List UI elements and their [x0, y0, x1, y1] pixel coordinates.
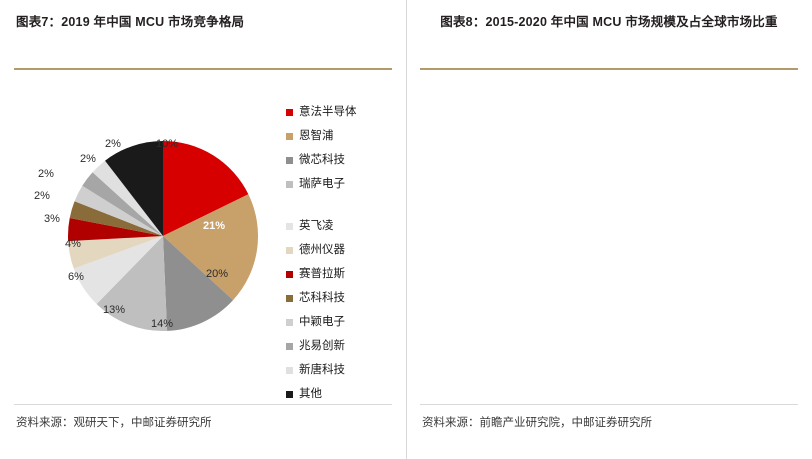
- legend-swatch-icon: [286, 181, 293, 188]
- legend-label-ti: 德州仪器: [299, 244, 345, 256]
- left-title-bar: 图表7：2019 年中国 MCU 市场竞争格局: [0, 0, 406, 68]
- legend-label-st: 意法半导体: [299, 106, 357, 118]
- legend-item-siliconlabs: 芯科科技: [286, 290, 402, 312]
- legend-label-microchip: 微芯科技: [299, 154, 345, 166]
- legend-item-zhongying: 中颖电子: [286, 314, 402, 336]
- pie-slice-st: [163, 141, 249, 236]
- pie-slice-others: [105, 141, 163, 236]
- pie-svg: [67, 141, 259, 331]
- pie-slice-infineon: [73, 236, 163, 304]
- pie-value-infineon: 6%: [68, 271, 84, 283]
- legend-label-cypress: 赛普拉斯: [299, 268, 345, 280]
- left-source-text: 资料来源：观研天下，中邮证券研究所: [16, 417, 212, 429]
- legend-item-infineon: 英飞凌: [286, 218, 402, 240]
- pie-slice-microchip: [163, 236, 234, 331]
- pie-value-others: 10%: [156, 138, 179, 150]
- pie-value-siliconlabs: 2%: [34, 190, 50, 202]
- pie-legend: 意法半导体 恩智浦 微芯科技 瑞萨电子 英飞凌 德州仪器: [286, 104, 402, 410]
- pie-slice-gigadevice: [82, 172, 163, 236]
- pie-chart: 21% 20% 14% 13% 6% 4% 3% 2% 2% 2% 2% 10%: [8, 86, 288, 376]
- pie-value-renesas: 13%: [103, 304, 126, 316]
- pie-slice-ti: [68, 236, 163, 269]
- pie-value-cypress: 3%: [44, 213, 60, 225]
- legend-label-siliconlabs: 芯科科技: [299, 292, 345, 304]
- legend-item-nuvoton: 新唐科技: [286, 362, 402, 384]
- legend-label-others: 其他: [299, 388, 322, 400]
- pie-value-nxp: 20%: [206, 268, 229, 280]
- legend-swatch-icon: [286, 109, 293, 116]
- legend-label-gigadevice: 兆易创新: [299, 340, 345, 352]
- pie-value-microchip: 14%: [151, 318, 174, 330]
- right-source-rule: [420, 404, 798, 405]
- legend-item-nxp: 恩智浦: [286, 128, 402, 150]
- legend-item-renesas: 瑞萨电子: [286, 176, 402, 216]
- pie-value-ti: 4%: [65, 238, 81, 250]
- pie-slice-nxp: [163, 194, 259, 301]
- pie-slice-nuvoton: [92, 160, 163, 236]
- pie-value-nuvoton: 2%: [105, 138, 121, 150]
- left-chart-panel: 图表7：2019 年中国 MCU 市场竞争格局: [0, 0, 406, 429]
- legend-label-nxp: 恩智浦: [299, 130, 334, 142]
- right-title-rule: [420, 68, 798, 70]
- pie-value-gigadevice: 2%: [80, 153, 96, 165]
- legend-swatch-icon: [286, 133, 293, 140]
- pie-slice-renesas: [96, 236, 168, 331]
- pie-slice-cypress: [67, 217, 163, 242]
- panel-divider: [406, 0, 407, 459]
- legend-swatch-icon: [286, 223, 293, 230]
- legend-item-microchip: 微芯科技: [286, 152, 402, 174]
- legend-swatch-icon: [286, 343, 293, 350]
- legend-item-st: 意法半导体: [286, 104, 402, 126]
- legend-label-renesas: 瑞萨电子: [299, 178, 345, 190]
- left-chart-title: 图表7：2019 年中国 MCU 市场竞争格局: [16, 15, 245, 29]
- left-title-rule: [14, 68, 392, 70]
- legend-item-cypress: 赛普拉斯: [286, 266, 402, 288]
- legend-swatch-icon: [286, 157, 293, 164]
- right-title-bar: 图表8：2015-2020 年中国 MCU 市场规模及占全球市场比重: [406, 0, 812, 68]
- legend-label-infineon: 英飞凌: [299, 220, 334, 232]
- left-source-rule: [14, 404, 392, 405]
- pie-value-zhongying: 2%: [38, 168, 54, 180]
- pie-value-st: 21%: [203, 220, 226, 232]
- legend-label-zhongying: 中颖电子: [299, 316, 345, 328]
- right-chart-panel: 图表8：2015-2020 年中国 MCU 市场规模及占全球市场比重 300 2…: [406, 0, 812, 459]
- right-chart-title: 图表8：2015-2020 年中国 MCU 市场规模及占全球市场比重: [440, 15, 778, 29]
- legend-swatch-icon: [286, 271, 293, 278]
- legend-swatch-icon: [286, 247, 293, 254]
- pie-slice-siliconlabs: [69, 201, 163, 236]
- legend-swatch-icon: [286, 367, 293, 374]
- legend-label-nuvoton: 新唐科技: [299, 364, 345, 376]
- legend-swatch-icon: [286, 295, 293, 302]
- legend-item-others: 其他: [286, 386, 402, 408]
- legend-swatch-icon: [286, 391, 293, 398]
- right-source-text: 资料来源：前瞻产业研究院，中邮证券研究所: [422, 417, 652, 429]
- pie-slice-zhongying: [74, 185, 163, 236]
- legend-item-gigadevice: 兆易创新: [286, 338, 402, 360]
- legend-item-ti: 德州仪器: [286, 242, 402, 264]
- legend-swatch-icon: [286, 319, 293, 326]
